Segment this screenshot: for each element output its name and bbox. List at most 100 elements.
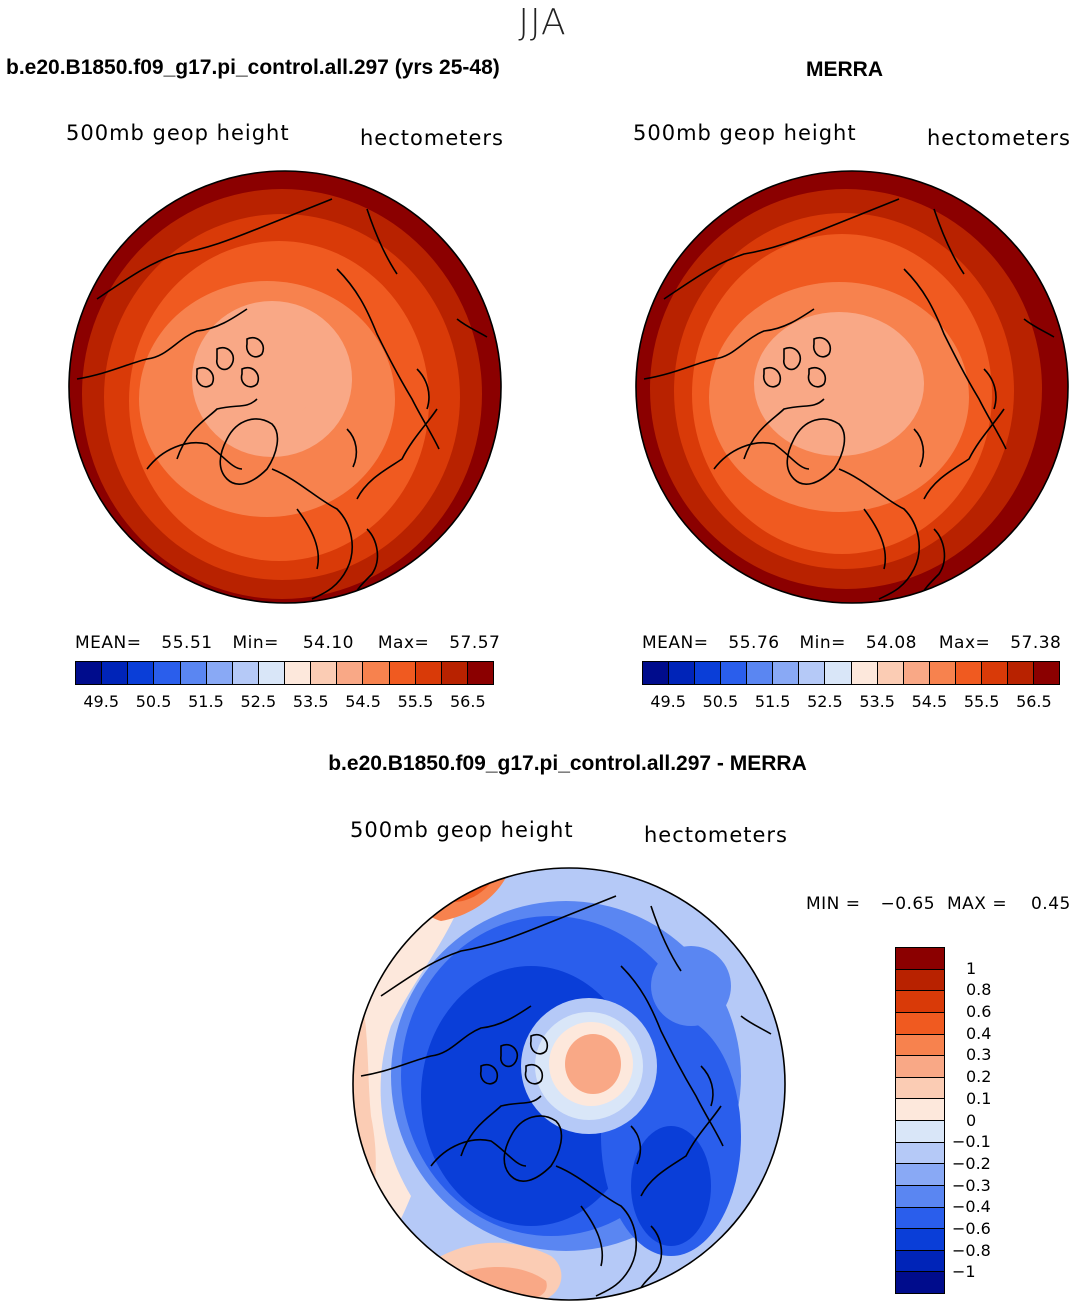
- colorbar-tick-label: 0.2: [966, 1067, 992, 1087]
- colorbar-swatch: [415, 662, 442, 684]
- colorbar-tick-label: 49.5: [650, 692, 686, 711]
- colorbar-swatch: [981, 662, 1008, 684]
- diff-map: [352, 867, 786, 1301]
- colorbar-swatch: [903, 662, 930, 684]
- colorbar-swatch: [896, 1121, 944, 1143]
- obs-units-label: hectometers: [927, 126, 1071, 150]
- diff-coastlines: [360, 895, 772, 1297]
- colorbar-swatch: [773, 662, 800, 684]
- obs-min-label: Min=: [799, 633, 846, 653]
- colorbar-tick-label: 56.5: [1016, 692, 1052, 711]
- colorbar-swatch: [747, 662, 774, 684]
- model-units-label: hectometers: [360, 126, 504, 150]
- colorbar-swatch: [180, 662, 207, 684]
- colorbar-swatch: [311, 662, 338, 684]
- obs-map-border: [635, 170, 1069, 604]
- model-contour-field: [69, 171, 501, 603]
- colorbar-tick-label: 50.5: [702, 692, 739, 711]
- colorbar-tick-label: 51.5: [188, 692, 224, 711]
- colorbar-swatch: [102, 662, 129, 684]
- colorbar-swatch: [825, 662, 852, 684]
- colorbar-swatch: [1033, 662, 1059, 684]
- diff-map-border: [352, 867, 786, 1301]
- model-panel-title: b.e20.B1850.f09_g17.pi_control.all.297 (…: [6, 56, 500, 79]
- colorbar-swatch: [389, 662, 416, 684]
- colorbar-swatch: [877, 662, 904, 684]
- obs-max-label: Max=: [938, 633, 991, 653]
- model-colorbar: [75, 661, 494, 685]
- colorbar-swatch: [896, 1034, 944, 1057]
- model-map: [68, 170, 502, 604]
- colorbar-swatch: [467, 662, 493, 684]
- colorbar-tick-label: −0.6: [952, 1218, 991, 1238]
- colorbar-tick-label: 54.5: [345, 692, 381, 711]
- colorbar-tick-label: 0.4: [966, 1023, 992, 1043]
- colorbar-swatch: [896, 1099, 944, 1121]
- colorbar-tick-label: 50.5: [135, 692, 172, 711]
- colorbar-swatch: [896, 1012, 944, 1035]
- diff-variable-label: 500mb geop height: [350, 818, 574, 842]
- colorbar-swatch: [896, 1142, 944, 1165]
- diff-stats: MIN = −0.65 MAX = 0.45: [806, 894, 1071, 914]
- obs-colorbar: [642, 661, 1060, 685]
- colorbar-tick-label: −0.3: [952, 1175, 991, 1195]
- colorbar-swatch: [896, 1164, 944, 1186]
- diff-contour-field: [353, 868, 785, 1300]
- model-colorbar-ticks: 49.5 50.5 51.5 52.5 53.5 54.5 55.5 56.5: [75, 692, 494, 712]
- colorbar-swatch: [232, 662, 259, 684]
- colorbar-swatch: [896, 1272, 944, 1293]
- colorbar-swatch: [695, 662, 722, 684]
- colorbar-swatch: [363, 662, 390, 684]
- colorbar-tick-label: 52.5: [807, 692, 843, 711]
- colorbar-swatch: [896, 1229, 944, 1251]
- obs-map: [635, 170, 1069, 604]
- obs-min-value: 54.08: [865, 633, 917, 653]
- diff-min-label: MIN =: [806, 894, 861, 914]
- diff-colorbar: [895, 947, 945, 1294]
- colorbar-tick-label: 52.5: [240, 692, 277, 711]
- colorbar-tick-label: 56.5: [450, 692, 486, 711]
- colorbar-tick-label: −0.1: [952, 1132, 991, 1152]
- colorbar-swatch: [337, 662, 364, 684]
- obs-variable-label: 500mb geop height: [633, 121, 857, 145]
- model-max-value: 57.57: [449, 633, 501, 653]
- colorbar-swatch: [76, 662, 103, 684]
- diff-panel-title: b.e20.B1850.f09_g17.pi_control.all.297 -…: [328, 752, 807, 775]
- obs-mean-label: MEAN=: [642, 633, 709, 653]
- model-mean-value: 55.51: [161, 633, 213, 653]
- colorbar-tick-label: −1: [952, 1262, 976, 1282]
- colorbar-swatch: [206, 662, 233, 684]
- colorbar-swatch: [851, 662, 878, 684]
- colorbar-tick-label: 54.5: [911, 692, 948, 711]
- colorbar-swatch: [721, 662, 748, 684]
- model-coastlines: [76, 198, 488, 600]
- model-min-label: Min=: [232, 633, 279, 653]
- colorbar-swatch: [896, 1250, 944, 1273]
- obs-mean-value: 55.76: [728, 633, 780, 653]
- obs-coastlines: [643, 198, 1055, 600]
- colorbar-tick-label: 0.3: [966, 1045, 992, 1065]
- colorbar-tick-label: 0.1: [966, 1088, 992, 1108]
- colorbar-swatch: [128, 662, 155, 684]
- colorbar-swatch: [154, 662, 181, 684]
- colorbar-tick-label: 55.5: [963, 692, 1000, 711]
- colorbar-tick-label: 0.6: [966, 1002, 992, 1022]
- colorbar-swatch: [441, 662, 468, 684]
- colorbar-swatch: [896, 1056, 944, 1078]
- colorbar-tick-label: 0: [966, 1110, 977, 1130]
- model-map-border: [68, 170, 502, 604]
- colorbar-tick-label: −0.8: [952, 1240, 991, 1260]
- model-stats: MEAN= 55.51 Min= 54.10 Max= 57.57: [75, 633, 500, 653]
- colorbar-swatch: [896, 1185, 944, 1208]
- colorbar-swatch: [896, 991, 944, 1013]
- season-title: JJA: [518, 2, 567, 43]
- colorbar-swatch: [896, 1077, 944, 1100]
- colorbar-tick-label: −0.4: [952, 1197, 991, 1217]
- obs-colorbar-ticks: 49.5 50.5 51.5 52.5 53.5 54.5 55.5 56.5: [642, 692, 1060, 712]
- model-mean-label: MEAN=: [75, 633, 142, 653]
- colorbar-tick-label: 0.8: [966, 980, 992, 1000]
- obs-panel-title: MERRA: [806, 58, 883, 81]
- colorbar-swatch: [643, 662, 670, 684]
- diff-min-value: −0.65: [880, 894, 936, 914]
- colorbar-swatch: [285, 662, 312, 684]
